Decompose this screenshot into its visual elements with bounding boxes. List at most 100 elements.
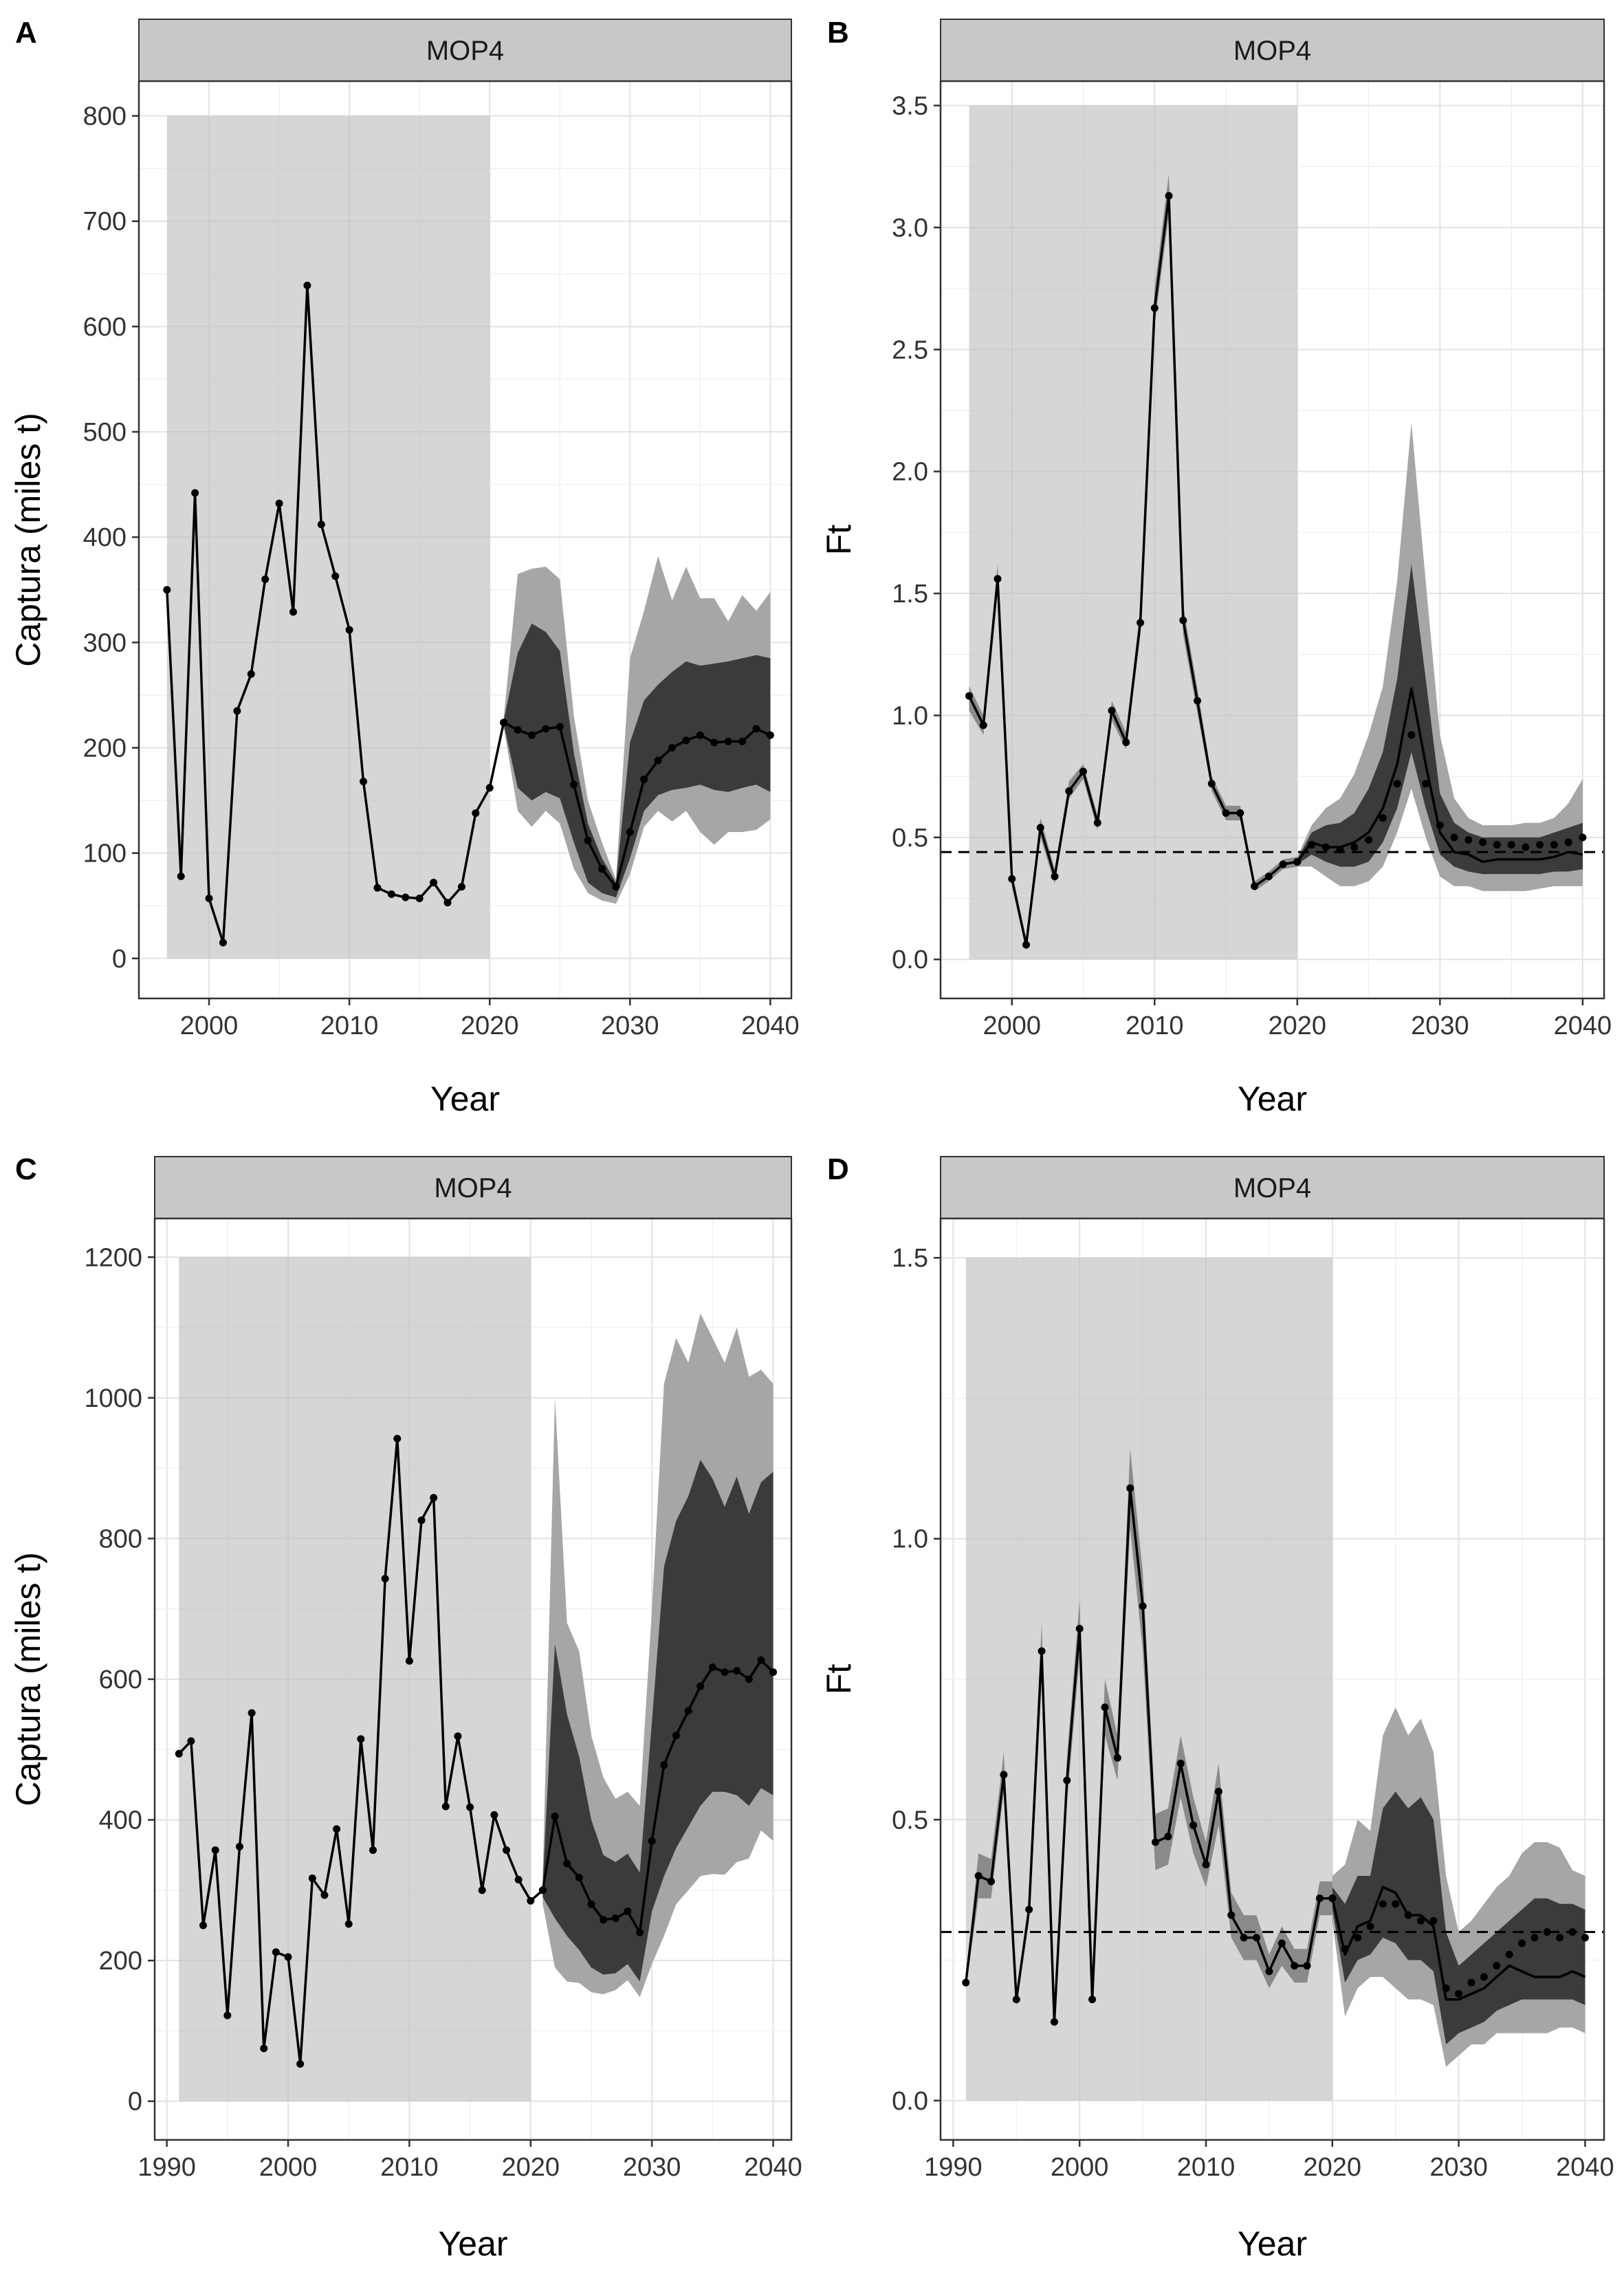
projection-point — [1393, 780, 1401, 788]
historic-point — [402, 893, 410, 901]
x-tick-label: 2030 — [623, 2153, 681, 2182]
historic-point — [191, 489, 199, 497]
projection-point — [563, 1859, 571, 1868]
historic-point — [478, 1886, 486, 1894]
y-tick-label: 2.5 — [892, 336, 928, 364]
y-axis-title: Captura (miles t) — [9, 1552, 47, 1806]
historic-point — [219, 939, 227, 947]
projection-median-line — [1331, 1885, 1586, 2001]
x-tick-label: 2040 — [741, 1012, 800, 1040]
projection-point — [1422, 780, 1430, 788]
projection-point — [660, 1761, 668, 1769]
historic-point — [211, 1846, 219, 1855]
historic-period-shade — [969, 105, 1297, 960]
y-tick-label: 2.0 — [892, 458, 928, 487]
x-tick-label: 2030 — [1429, 2153, 1488, 2182]
y-axis-title: Ft — [820, 1664, 858, 1695]
historic-point — [1075, 1624, 1084, 1632]
projection-point — [1379, 813, 1387, 822]
historic-line — [965, 1487, 1332, 2024]
historic-point — [527, 1896, 535, 1905]
historic-point — [163, 586, 171, 594]
historic-point — [331, 572, 340, 580]
historic-point — [1150, 304, 1159, 312]
projection-point — [587, 1900, 595, 1908]
historic-point — [485, 784, 494, 792]
y-tick-label: 1.5 — [892, 1244, 928, 1273]
projection-point — [1536, 840, 1544, 849]
y-tick-label: 1.0 — [892, 1525, 928, 1554]
x-axis-title: Year — [1238, 2224, 1307, 2263]
x-tick-label: 2000 — [983, 1012, 1041, 1040]
x-tick-label: 2040 — [744, 2153, 802, 2182]
historic-line — [967, 195, 1298, 946]
historic-point — [381, 1575, 389, 1583]
facet-strip-label: MOP4 — [426, 36, 504, 66]
historic-point — [1202, 1861, 1210, 1869]
projection-point — [684, 1707, 692, 1715]
historic-point — [443, 899, 452, 907]
historic-point — [466, 1803, 474, 1811]
x-tick-label: 2000 — [180, 1012, 239, 1040]
projection-point — [1366, 1923, 1374, 1931]
historic-point — [1240, 1934, 1248, 1942]
projection-point — [766, 731, 774, 739]
projection-point — [612, 883, 620, 891]
x-tick-label: 2000 — [1051, 2153, 1109, 2182]
historic-point — [415, 895, 424, 903]
x-tick-label: 2020 — [502, 2153, 560, 2182]
projection-point — [648, 1837, 656, 1845]
x-tick-label: 2020 — [1304, 2153, 1362, 2182]
projection-point — [1341, 1945, 1349, 1953]
historic-point — [308, 1874, 316, 1882]
projection-point — [1581, 1934, 1589, 1942]
historic-point — [223, 2011, 232, 2020]
historic-point — [987, 1877, 996, 1885]
historic-point — [344, 1920, 353, 1928]
projection-point — [1436, 821, 1444, 829]
y-tick-label: 600 — [83, 313, 127, 342]
projection-point — [600, 1916, 608, 1924]
x-tick-label: 2010 — [320, 1012, 379, 1040]
x-tick-label: 2020 — [1269, 1012, 1327, 1040]
projection-point — [1450, 833, 1458, 842]
projection-point — [636, 1928, 644, 1936]
y-tick-label: 700 — [83, 208, 127, 237]
y-axis-title: Ft — [820, 525, 858, 556]
y-tick-label: 1000 — [84, 1384, 142, 1413]
projection-point — [1392, 1900, 1400, 1908]
historic-point — [965, 692, 974, 700]
historic-point — [360, 777, 368, 785]
facet-strip — [138, 19, 792, 82]
historic-point — [1079, 767, 1088, 776]
historic-point — [1126, 1484, 1134, 1492]
projection-point — [584, 836, 592, 844]
historic-point — [1291, 1962, 1299, 1970]
historic-points — [175, 1434, 547, 2068]
projection-points — [1293, 731, 1587, 866]
projection-point — [1467, 1978, 1475, 1987]
historic-point — [1038, 1647, 1046, 1655]
historic-point — [1113, 1753, 1121, 1762]
historic-point — [1036, 824, 1044, 832]
x-tick-label: 2040 — [1556, 2153, 1614, 2182]
projection-point — [733, 1667, 741, 1675]
x-tick-label: 2020 — [461, 1012, 519, 1040]
panel-d: D MOP4 1990 2000 2010 2020 2030 2040 0.0 0.5 1.0 1.… — [820, 1152, 1614, 2263]
y-tick-label: 1.0 — [892, 701, 928, 730]
y-tick-label: 400 — [83, 523, 127, 552]
historic-point — [1176, 1760, 1185, 1768]
projection-point — [1407, 731, 1416, 739]
historic-point — [177, 872, 185, 880]
projection-point — [575, 1873, 583, 1881]
projection-point — [1543, 1928, 1551, 1936]
x-tick-label: 1990 — [138, 2153, 196, 2182]
y-tick-label: 0.0 — [892, 2087, 928, 2116]
x-tick-label: 1990 — [924, 2153, 983, 2182]
projection-point — [1568, 1928, 1577, 1936]
facet-strip — [940, 19, 1605, 82]
projection-point — [1293, 857, 1302, 866]
panel-letter: D — [827, 1152, 849, 1186]
y-axis-title: Captura (miles t) — [9, 413, 47, 667]
projection-point — [556, 723, 564, 731]
